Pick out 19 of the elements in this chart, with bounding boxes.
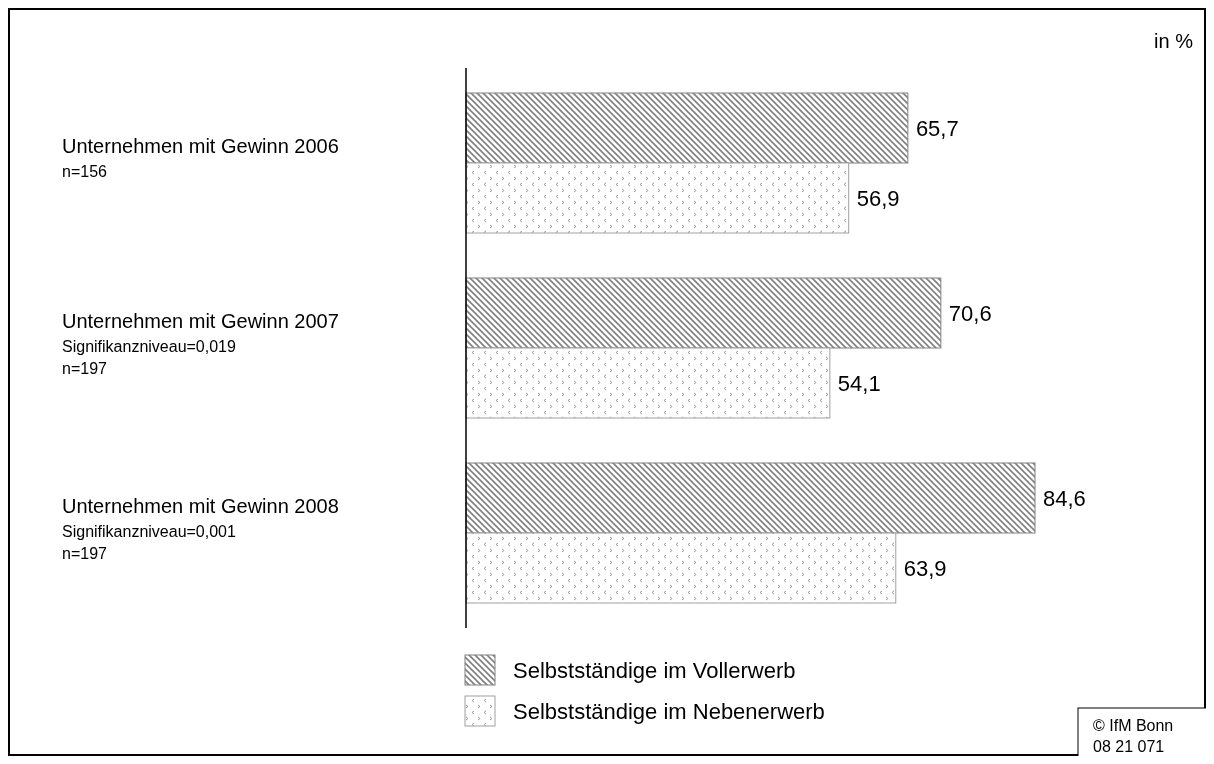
bar [465,462,1036,534]
data-label: 56,9 [856,186,900,211]
bar [465,162,850,234]
bar [465,347,831,419]
legend-label: Selbstständige im Nebenerwerb [513,699,825,724]
bar [465,532,897,604]
data-label: 70,6 [948,301,992,326]
data-label: 84,6 [1043,486,1086,511]
data-label: 63,9 [903,556,947,581]
data-label: 54,1 [837,371,881,396]
text: in % [1154,30,1194,52]
legend-label: Selbstständige im Vollerwerb [513,658,796,683]
y-tick-label: Unternehmen mit Gewinn 2006 n=156 [62,135,339,180]
bar [465,92,909,164]
data-label: 65,7 [915,116,959,141]
y-tick-label: Unternehmen mit Gewinn 2007 Signifikanzniveau=0,019 n=197 [62,310,339,377]
text: © IfM Bonn 08 21 071 [1093,717,1174,755]
bar [465,277,942,349]
y-tick-label: Unternehmen mit Gewinn 2008 Signifikanzniveau=0,001 n=197 [62,495,339,562]
